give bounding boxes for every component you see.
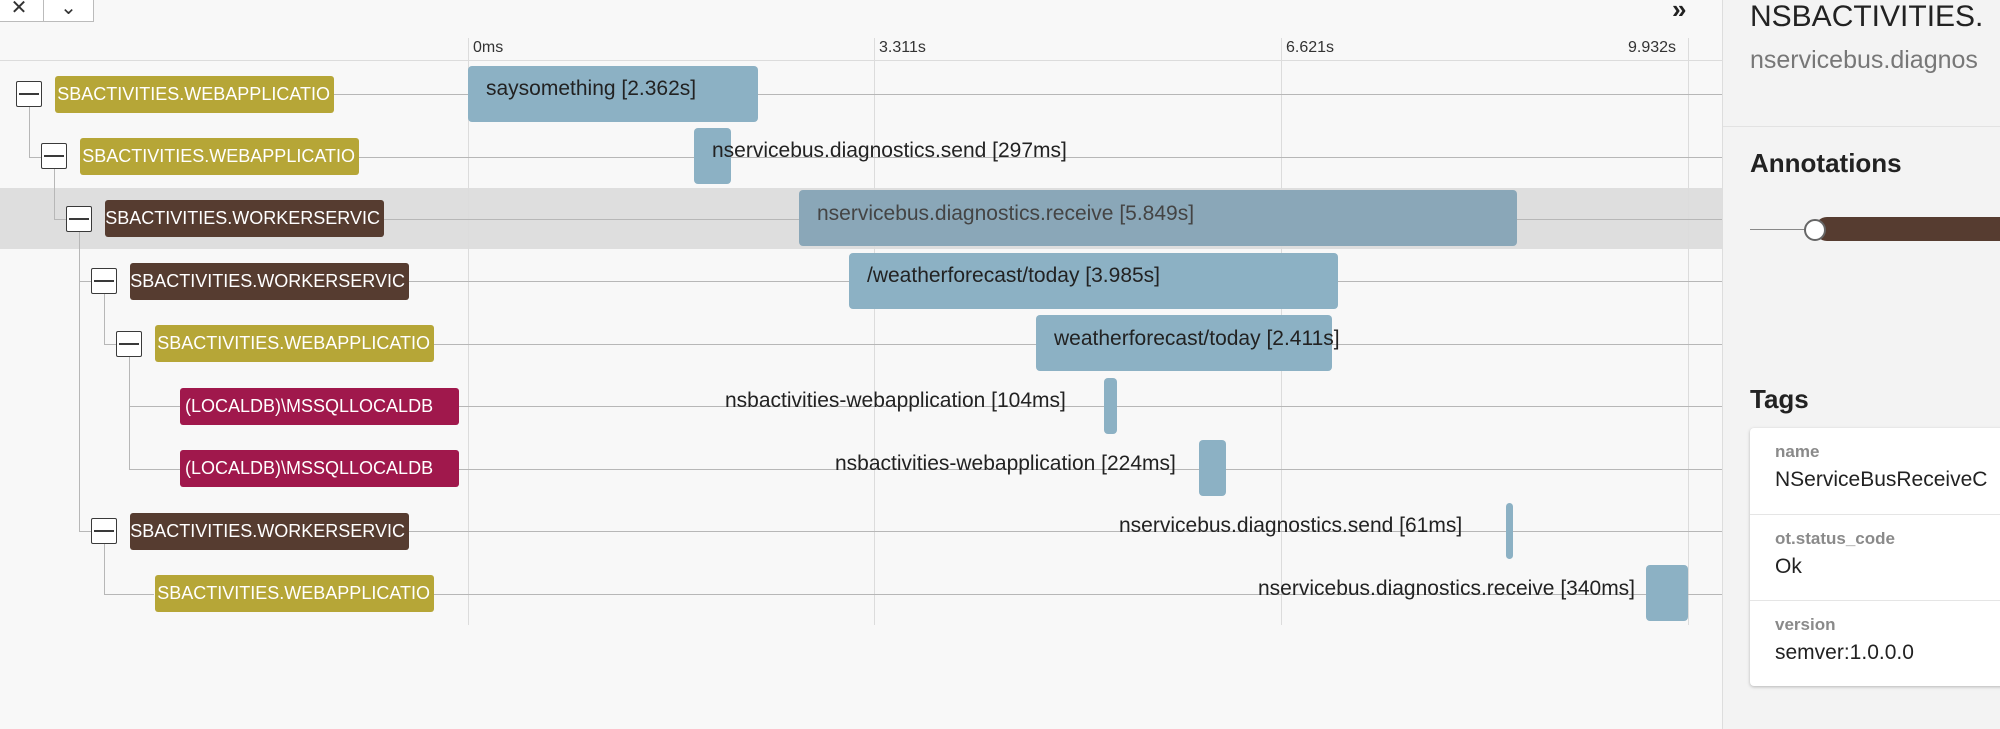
tree-connector [79, 231, 80, 531]
span-bar[interactable] [468, 66, 758, 122]
tree-connector [129, 469, 181, 470]
span-bar[interactable] [1199, 440, 1226, 496]
chevron-down-icon: ⌄ [60, 0, 77, 19]
span-label[interactable]: nsbactivities-webapplication [104ms] [725, 389, 1066, 412]
grid-line [1688, 38, 1689, 625]
span-bar[interactable] [1036, 315, 1332, 371]
span-bar[interactable] [694, 128, 731, 184]
annotation-bar [1815, 217, 2000, 241]
service-badge[interactable]: SBACTIVITIES.WORKERSERVIC [130, 263, 409, 300]
span-bar[interactable] [799, 190, 1517, 246]
span-label[interactable]: nservicebus.diagnostics.receive [5.849s] [817, 202, 1195, 225]
tag-value: NServiceBusReceiveC [1775, 468, 1988, 491]
tag-key: name [1775, 442, 1820, 461]
tree-connector [29, 157, 42, 158]
tag-key: ot.status_code [1775, 529, 1895, 548]
tick-label: 9.932s [1628, 39, 1677, 56]
tree-connector [104, 344, 117, 345]
tick-label: 6.621s [1286, 39, 1335, 56]
service-badge[interactable]: (LOCALDB)\MSSQLLOCALDB [180, 450, 459, 487]
annotations-heading: Annotations [1750, 148, 1902, 178]
tick-label: 0ms [473, 39, 504, 56]
collapse-toggle[interactable] [91, 518, 117, 544]
tags-card: name NServiceBusReceiveC ot.status_code … [1750, 428, 2000, 686]
tree-connector [29, 106, 30, 157]
annotation-track [1750, 229, 1828, 230]
divider [1723, 126, 2000, 127]
span-label[interactable]: /weatherforecast/today [3.985s] [867, 264, 1161, 287]
span-label[interactable]: nservicebus.diagnostics.send [297ms] [712, 139, 1067, 162]
collapse-button[interactable]: ⌄ [44, 0, 94, 22]
tree-connector [104, 544, 105, 594]
trace-timeline: ✕ ⌄ » 0ms 3.311s 6.621s 9.932s [0, 0, 1722, 625]
tree-connector [54, 219, 67, 220]
close-icon: ✕ [10, 0, 28, 19]
detail-title: NSBACTIVITIES. [1750, 0, 1984, 33]
timeline-axis [0, 60, 1722, 61]
tree-connector [54, 168, 55, 219]
span-label[interactable]: weatherforecast/today [2.411s] [1054, 327, 1340, 350]
collapse-toggle[interactable] [16, 81, 42, 107]
tag-value: Ok [1775, 555, 1802, 578]
tree-connector [79, 531, 92, 532]
tree-connector [79, 281, 92, 282]
double-chevron-right-icon: » [1672, 0, 1687, 24]
tag-row: ot.status_code Ok [1750, 514, 2000, 600]
row-line [330, 94, 1722, 95]
service-badge[interactable]: SBACTIVITIES.WEBAPPLICATIO [155, 325, 434, 362]
grid-line [874, 38, 875, 625]
tag-row: name NServiceBusReceiveC [1750, 428, 2000, 514]
service-badge[interactable]: SBACTIVITIES.WEBAPPLICATIO [55, 76, 334, 113]
detail-subtitle: nservicebus.diagnos [1750, 46, 1978, 74]
span-label[interactable]: saysomething [2.362s] [486, 77, 697, 100]
tree-connector [104, 293, 105, 344]
row-line [455, 469, 1722, 470]
tag-row: version semver:1.0.0.0 [1750, 600, 2000, 686]
service-badge[interactable]: SBACTIVITIES.WORKERSERVIC [105, 200, 384, 237]
tag-key: version [1775, 615, 1836, 634]
tree-connector [104, 594, 154, 595]
tag-value: semver:1.0.0.0 [1775, 641, 1914, 664]
collapse-toggle[interactable] [91, 268, 117, 294]
tags-heading: Tags [1750, 384, 1809, 414]
collapse-toggle[interactable] [116, 331, 142, 357]
expand-detail-button[interactable]: » [1672, 0, 1686, 25]
row-line [355, 157, 1722, 158]
trace-toolbar: ✕ ⌄ [0, 0, 94, 22]
collapse-toggle[interactable] [41, 143, 67, 169]
service-badge[interactable]: SBACTIVITIES.WORKERSERVIC [130, 513, 409, 550]
collapse-toggle[interactable] [66, 206, 92, 232]
row-line [455, 406, 1722, 407]
span-label[interactable]: nservicebus.diagnostics.send [61ms] [1119, 514, 1463, 537]
span-bar[interactable] [849, 253, 1338, 309]
service-badge[interactable]: SBACTIVITIES.WEBAPPLICATIO [80, 138, 359, 175]
span-label[interactable]: nsbactivities-webapplication [224ms] [835, 452, 1176, 475]
tree-connector [129, 356, 130, 469]
annotation-marker[interactable] [1804, 219, 1826, 241]
span-bar[interactable] [1646, 565, 1688, 621]
row-line [430, 594, 1722, 595]
tick-label: 3.311s [879, 39, 926, 56]
service-badge[interactable]: SBACTIVITIES.WEBAPPLICATIO [155, 575, 434, 612]
span-bar[interactable] [1506, 503, 1513, 559]
close-button[interactable]: ✕ [0, 0, 44, 22]
span-bar[interactable] [1104, 378, 1117, 434]
service-badge[interactable]: (LOCALDB)\MSSQLLOCALDB [180, 388, 459, 425]
row-line [405, 531, 1722, 532]
span-label[interactable]: nservicebus.diagnostics.receive [340ms] [1258, 577, 1636, 600]
tree-connector [129, 406, 181, 407]
grid-line [468, 38, 469, 625]
span-detail-panel: NSBACTIVITIES. nservicebus.diagnos Annot… [1722, 0, 2000, 729]
